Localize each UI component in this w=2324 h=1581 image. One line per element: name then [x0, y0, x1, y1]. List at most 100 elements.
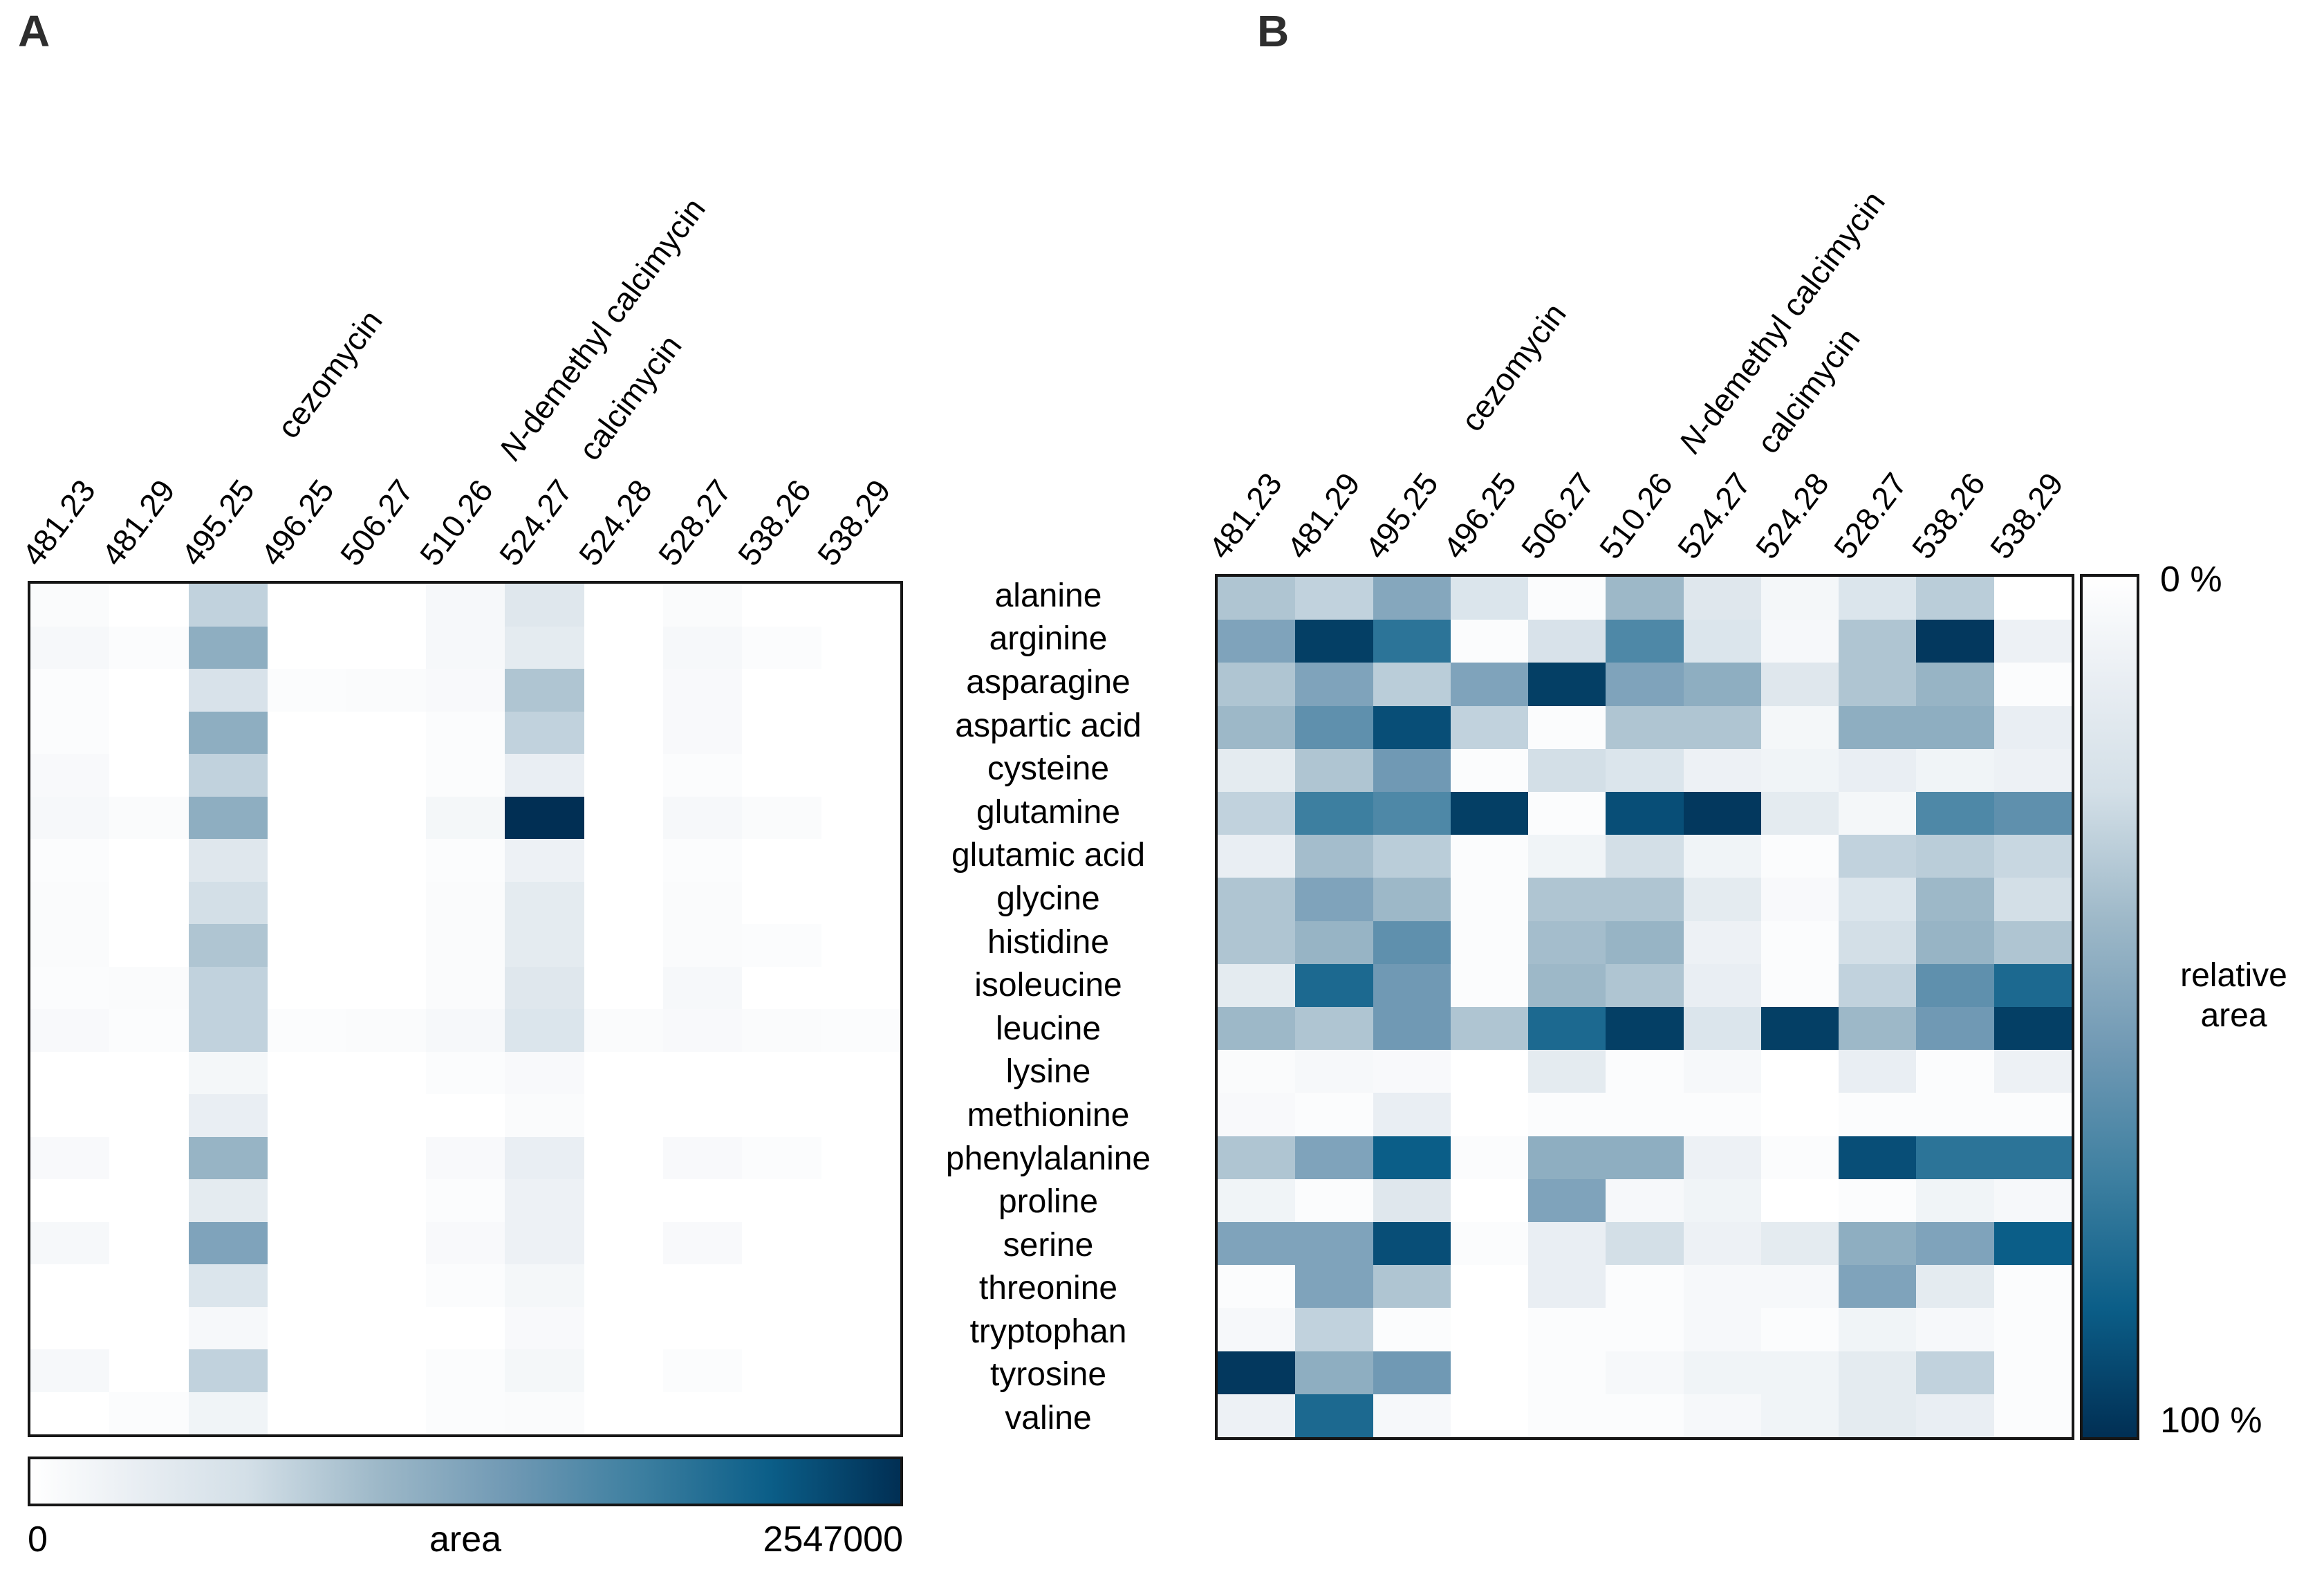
heatmap-cell	[1683, 1093, 1761, 1136]
heatmap-cell	[1683, 1178, 1761, 1222]
heatmap-cell	[1606, 1265, 1684, 1309]
heatmap-cell	[30, 966, 110, 1009]
heatmap-cell	[188, 924, 268, 967]
heatmap-cell	[1683, 1308, 1761, 1351]
heatmap-cell	[30, 1349, 110, 1392]
heatmap-cell	[1839, 705, 1917, 749]
heatmap-cell	[1295, 1050, 1373, 1093]
heatmap-cell	[1373, 748, 1451, 792]
heatmap-cell	[425, 1179, 505, 1222]
heatmap-cell	[1218, 1265, 1296, 1309]
heatmap-cell	[1450, 835, 1529, 878]
heatmap-cell	[1606, 835, 1684, 878]
row-label: proline	[998, 1183, 1099, 1221]
heatmap-cell	[584, 669, 663, 712]
heatmap-cell	[1993, 663, 2072, 706]
heatmap-cell	[1683, 620, 1761, 663]
heatmap-cell	[1760, 1007, 1839, 1051]
heatmap-cell	[584, 1221, 663, 1264]
heatmap-cell	[1839, 1136, 1917, 1179]
heatmap-cell	[346, 966, 426, 1009]
heatmap-cell	[742, 1306, 821, 1349]
heatmap-cell	[268, 1392, 347, 1434]
heatmap-cell	[109, 1179, 189, 1222]
heatmap-cell	[821, 1306, 900, 1349]
heatmap-cell	[425, 1221, 505, 1264]
heatmap-cell	[505, 1221, 584, 1264]
heatmap-cell	[742, 1264, 821, 1307]
heatmap-cell	[188, 1392, 268, 1434]
heatmap-cell	[1528, 878, 1606, 921]
heatmap-cell	[30, 1009, 110, 1052]
heatmap-cell	[505, 711, 584, 754]
heatmap-cell	[1683, 705, 1761, 749]
heatmap-cell	[1606, 1308, 1684, 1351]
heatmap-cell	[1993, 1265, 2072, 1309]
heatmap-cell	[1993, 1093, 2072, 1136]
heatmap-cell	[1528, 921, 1606, 964]
row-label: serine	[1003, 1226, 1094, 1264]
row-label: cysteine	[987, 750, 1110, 788]
row-label: alanine	[994, 577, 1102, 614]
heatmap-cell	[1839, 921, 1917, 964]
colorbar-area-min-label: 0	[28, 1519, 48, 1560]
heatmap-cell	[1683, 577, 1761, 620]
heatmap-cell	[662, 796, 743, 839]
heatmap-cell	[1295, 963, 1373, 1007]
heatmap-cell	[1993, 748, 2072, 792]
heatmap-cell	[109, 1051, 189, 1094]
heatmap-cell	[1606, 705, 1684, 749]
heatmap-cell	[505, 966, 584, 1009]
heatmap-cell	[1993, 792, 2072, 835]
heatmap-cell	[742, 584, 821, 627]
heatmap-cell	[1993, 835, 2072, 878]
heatmap-cell	[1218, 1308, 1296, 1351]
heatmap-cell	[1218, 663, 1296, 706]
heatmap-cell	[1760, 921, 1839, 964]
heatmap-cell	[1760, 1093, 1839, 1136]
heatmap-cell	[1606, 878, 1684, 921]
column-label: 481.23	[1200, 465, 1289, 566]
heatmap-cell	[1993, 1178, 2072, 1222]
heatmap-cell	[1683, 792, 1761, 835]
heatmap-cell	[742, 1349, 821, 1392]
heatmap-cell	[1450, 1222, 1529, 1266]
heatmap-cell	[1606, 620, 1684, 663]
heatmap-cell	[1683, 1136, 1761, 1179]
heatmap-cell	[1606, 792, 1684, 835]
heatmap-cell	[346, 669, 426, 712]
heatmap-cell	[1916, 1007, 1994, 1051]
row-label: tryptophan	[969, 1313, 1127, 1350]
heatmap-cell	[821, 1179, 900, 1222]
heatmap-cell	[1683, 663, 1761, 706]
heatmap-cell	[662, 626, 743, 669]
row-label: lysine	[1005, 1053, 1091, 1091]
heatmap-cell	[662, 881, 743, 924]
colorbar-relative-min-label: 0 %	[2160, 560, 2222, 600]
heatmap-cell	[109, 1136, 189, 1179]
heatmap-cell	[1839, 620, 1917, 663]
heatmap-cell	[1373, 792, 1451, 835]
heatmap-cell	[742, 1009, 821, 1052]
heatmap-cell	[1683, 1265, 1761, 1309]
column-label: 506.27	[1513, 465, 1601, 566]
heatmap-cell	[1218, 1093, 1296, 1136]
heatmap-cell	[662, 966, 743, 1009]
heatmap-cell	[30, 796, 110, 839]
heatmap-cell	[1528, 1351, 1606, 1394]
heatmap-cell	[1295, 577, 1373, 620]
heatmap-cell	[505, 1264, 584, 1307]
heatmap-cell	[1295, 748, 1373, 792]
heatmap-cell	[1373, 1351, 1451, 1394]
colorbar-relative-area	[2080, 574, 2139, 1440]
heatmap-cell	[1218, 748, 1296, 792]
heatmap-cell	[1218, 963, 1296, 1007]
heatmap-cell	[1993, 963, 2072, 1007]
heatmap-cell	[30, 924, 110, 967]
heatmap-cell	[821, 1051, 900, 1094]
heatmap-cell	[1528, 663, 1606, 706]
heatmap-cell	[1295, 921, 1373, 964]
heatmap-cell	[109, 839, 189, 882]
heatmap-cell	[662, 1392, 743, 1434]
heatmap-cell	[1218, 921, 1296, 964]
